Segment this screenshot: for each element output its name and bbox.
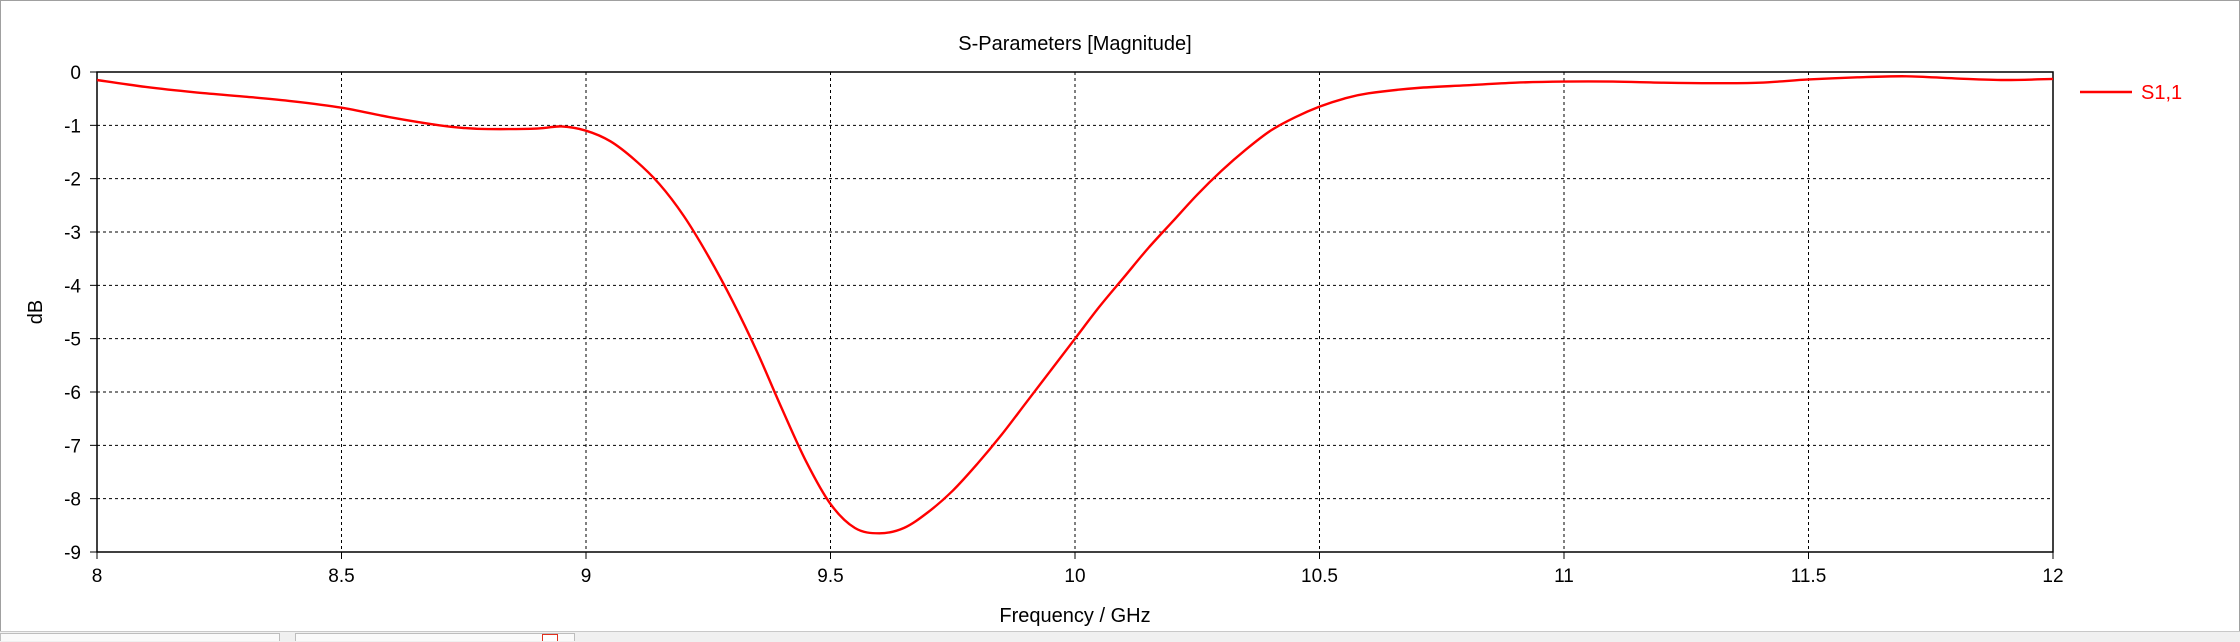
tab-marker-icon [542, 634, 558, 641]
x-tick-label: 9 [581, 566, 592, 587]
x-tick-label: 10 [1064, 566, 1085, 587]
x-tick-label: 11 [1554, 566, 1574, 587]
x-axis-label: Frequency / GHz [999, 605, 1150, 627]
y-tick-labels: 0 -1 -2 -3 -4 -5 -6 -7 -8 -9 [64, 63, 81, 564]
series-lines [96, 75, 2054, 535]
y-tick-label: -7 [64, 436, 81, 457]
y-tick-label: -8 [64, 490, 81, 511]
y-tick-label: -3 [64, 223, 81, 244]
grid-lines [97, 72, 2053, 552]
y-tick-label: -2 [64, 170, 81, 191]
y-tick-label: -6 [64, 383, 81, 404]
y-tick-label: 0 [70, 63, 81, 84]
y-axis-label: dB [25, 300, 47, 324]
y-tick-label: -9 [64, 543, 81, 564]
chart-title: S-Parameters [Magnitude] [958, 33, 1191, 55]
axis-ticks [90, 71, 2054, 559]
bottom-tab[interactable] [295, 633, 575, 641]
x-tick-label: 11.5 [1791, 566, 1827, 587]
bottom-tab-strip [0, 631, 2240, 642]
x-tick-label: 8 [92, 566, 103, 587]
x-tick-label: 9.5 [817, 566, 843, 587]
x-tick-labels: 8 8.5 9 9.5 10 10.5 11 11.5 12 [92, 566, 2064, 587]
y-tick-label: -1 [64, 116, 81, 137]
x-tick-label: 10.5 [1301, 566, 1338, 587]
x-tick-label: 12 [2042, 566, 2063, 587]
legend-label[interactable]: S1,1 [2141, 82, 2182, 104]
legend[interactable]: S1,1 [2080, 82, 2182, 104]
y-tick-label: -4 [64, 276, 81, 297]
bottom-tab[interactable] [0, 633, 280, 641]
x-tick-label: 8.5 [328, 566, 354, 587]
series-line-0 [96, 75, 2054, 535]
y-tick-label: -5 [64, 330, 81, 351]
